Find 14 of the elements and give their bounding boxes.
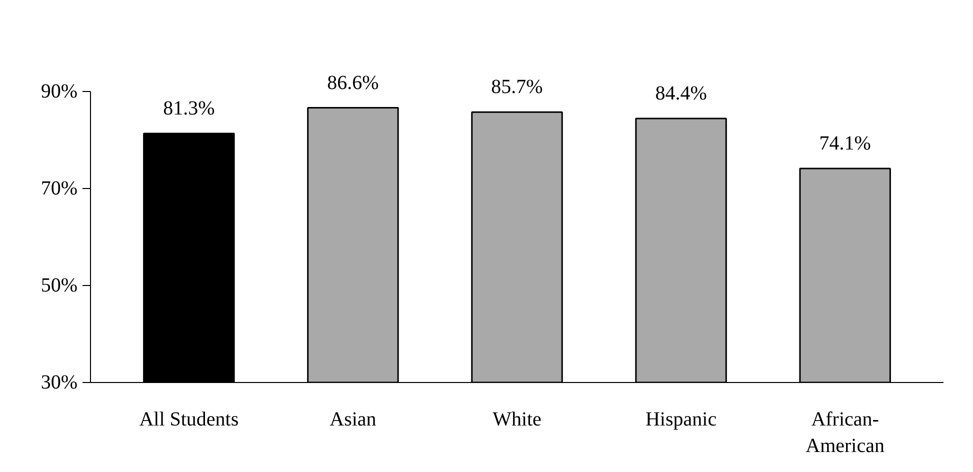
y-tick-label: 90% xyxy=(40,80,78,102)
y-tick-label: 30% xyxy=(40,372,78,394)
x-tick-label: African-American xyxy=(806,408,885,457)
data-label: 84.4% xyxy=(655,82,707,104)
data-label: 74.1% xyxy=(819,132,871,154)
x-tick-label: Asian xyxy=(330,408,376,430)
x-tick-label: Hispanic xyxy=(645,408,717,430)
y-tick-label: 50% xyxy=(40,274,78,296)
data-label: 86.6% xyxy=(327,72,379,94)
x-tick-label: All Students xyxy=(139,408,239,430)
x-tick-label: White xyxy=(492,408,542,430)
data-label: 81.3% xyxy=(163,98,215,120)
y-tick-label: 70% xyxy=(40,177,78,200)
data-label: 85.7% xyxy=(491,76,543,98)
